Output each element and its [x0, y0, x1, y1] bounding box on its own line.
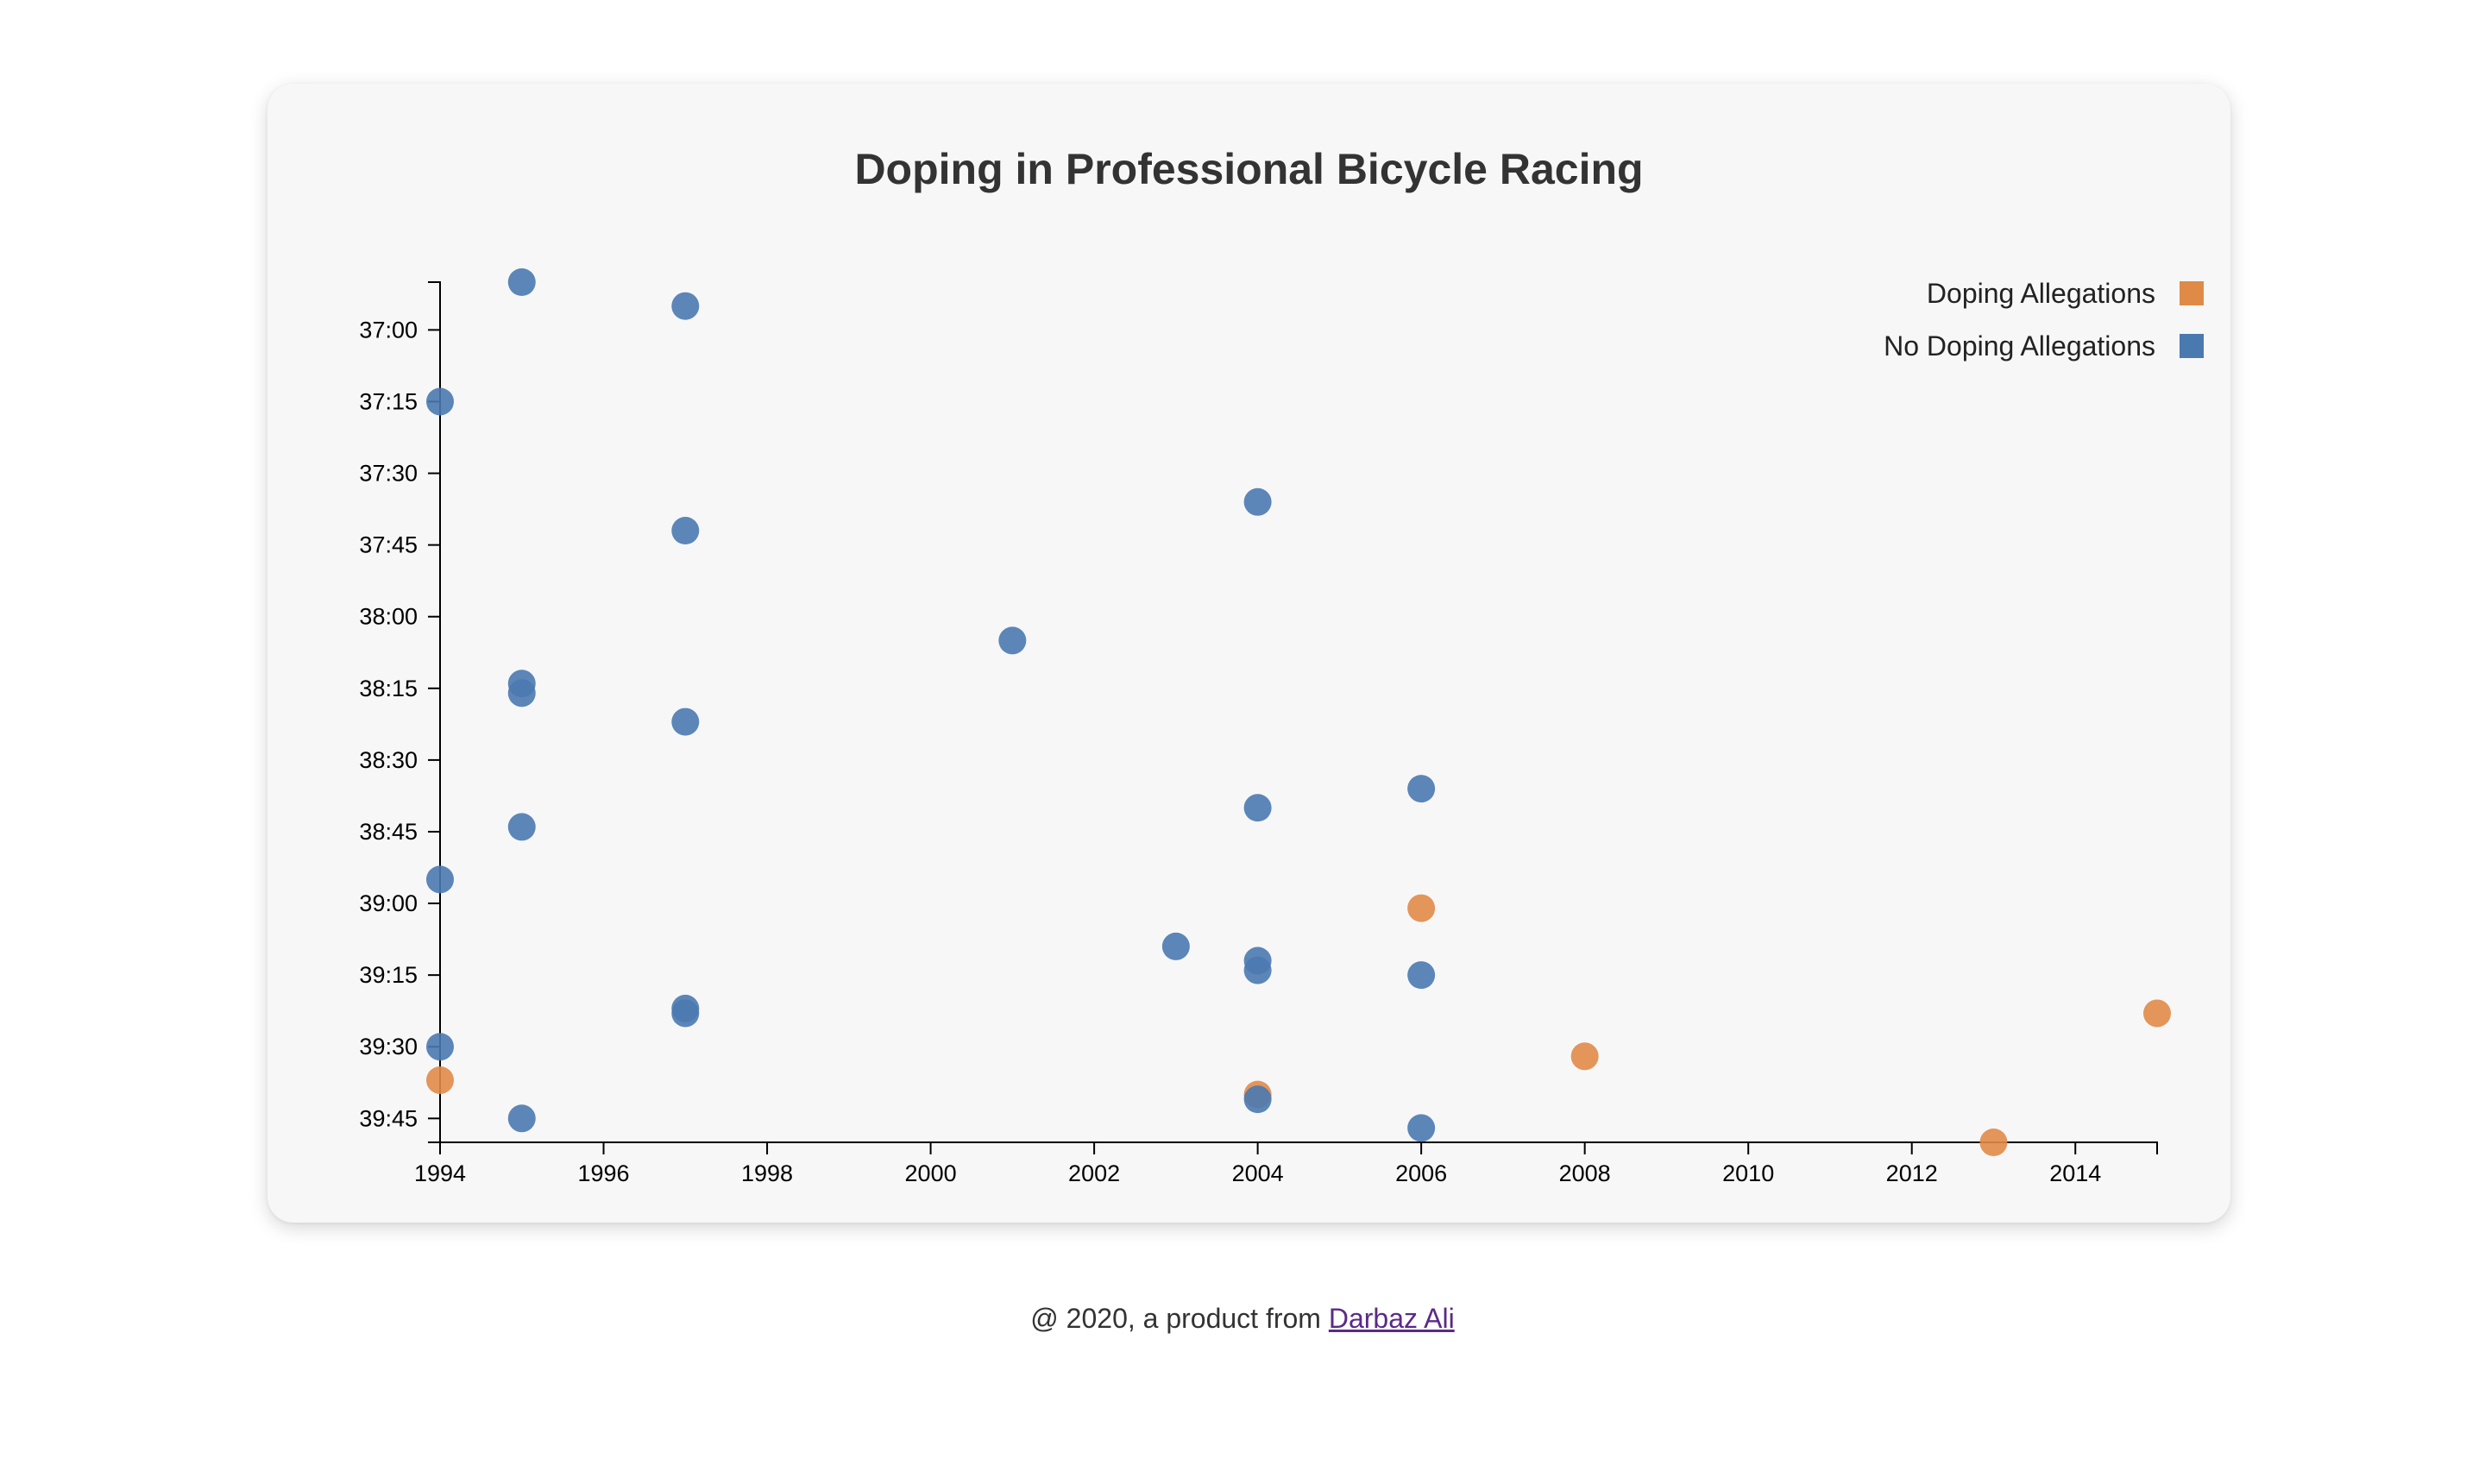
y-tick-label: 39:45: [359, 1105, 418, 1131]
legend-label: No Doping Allegations: [1884, 330, 2155, 362]
y-tick-label: 38:15: [359, 676, 418, 701]
data-points: [426, 268, 2171, 1156]
y-tick-label: 37:15: [359, 388, 418, 414]
x-tick-label: 2008: [1559, 1160, 1611, 1186]
y-tick-label: 37:00: [359, 317, 418, 343]
x-tick-label: 2006: [1395, 1160, 1447, 1186]
clean-point: [671, 517, 700, 545]
y-tick-label: 38:30: [359, 747, 418, 773]
x-tick-label: 2000: [905, 1160, 957, 1186]
clean-point: [1407, 1114, 1436, 1142]
legend: Doping Allegations No Doping Allegations: [1884, 278, 2204, 362]
x-tick-label: 2004: [1232, 1160, 1284, 1186]
clean-point: [1243, 487, 1272, 516]
x-tick-label: 2010: [1722, 1160, 1774, 1186]
clean-point: [671, 707, 700, 736]
y-tick-label: 37:45: [359, 532, 418, 558]
x-tick-label: 2014: [2049, 1160, 2101, 1186]
clean-point: [998, 626, 1027, 655]
x-tick-label: 1998: [741, 1160, 793, 1186]
y-tick-label: 38:45: [359, 819, 418, 845]
clean-point: [1243, 794, 1272, 822]
clean-point: [1407, 961, 1436, 990]
clean-point: [426, 1033, 454, 1061]
doping-point: [2143, 999, 2171, 1028]
doping-point: [1407, 894, 1436, 922]
clean-point: [1161, 932, 1190, 960]
legend-swatch: [2180, 334, 2204, 358]
clean-point: [1243, 956, 1272, 984]
x-tick-label: 1994: [414, 1160, 466, 1186]
y-axis-line: [428, 281, 441, 1143]
clean-point: [507, 679, 536, 707]
doping-point: [1979, 1129, 2008, 1156]
chart-title: Doping in Professional Bicycle Racing: [854, 145, 1644, 193]
clean-point: [671, 292, 700, 320]
clean-point: [1243, 1085, 1272, 1114]
x-tick-label: 2002: [1068, 1160, 1120, 1186]
clean-point: [1407, 775, 1436, 803]
clean-point: [507, 1104, 536, 1133]
x-tick-label: 2012: [1886, 1160, 1938, 1186]
footer-text: @ 2020, a product from: [1030, 1303, 1329, 1334]
clean-point: [426, 387, 454, 416]
y-axis: 37:00 37:15 37:30 37:45 38:00 38:15 38:30 38:45…: [359, 281, 441, 1143]
footer: @ 2020, a product from Darbaz Ali: [0, 1303, 2485, 1335]
clean-point: [671, 999, 700, 1028]
author-link[interactable]: Darbaz Ali: [1328, 1303, 1455, 1334]
y-tick-label: 39:15: [359, 962, 418, 988]
y-tick-label: 39:30: [359, 1034, 418, 1060]
x-axis-line: [439, 1141, 2158, 1154]
legend-label: Doping Allegations: [1927, 278, 2155, 309]
y-tick-label: 37:30: [359, 461, 418, 487]
x-tick-label: 1996: [577, 1160, 629, 1186]
clean-point: [507, 268, 536, 296]
doping-point: [1570, 1042, 1599, 1071]
x-axis: 1994 1996 1998 2000 2002 2004 2006 2008 2010 2012…: [414, 1141, 2158, 1186]
legend-swatch: [2180, 281, 2204, 305]
y-tick-label: 39:00: [359, 890, 418, 916]
clean-point: [507, 813, 536, 841]
y-tick-label: 38:00: [359, 604, 418, 630]
doping-point: [426, 1066, 454, 1094]
chart-card: Doping in Professional Bicycle Racing 37…: [267, 84, 2230, 1223]
scatter-plot: 37:00 37:15 37:30 37:45 38:00 38:15 38:30 38:45…: [359, 268, 2204, 1186]
clean-point: [426, 865, 454, 894]
